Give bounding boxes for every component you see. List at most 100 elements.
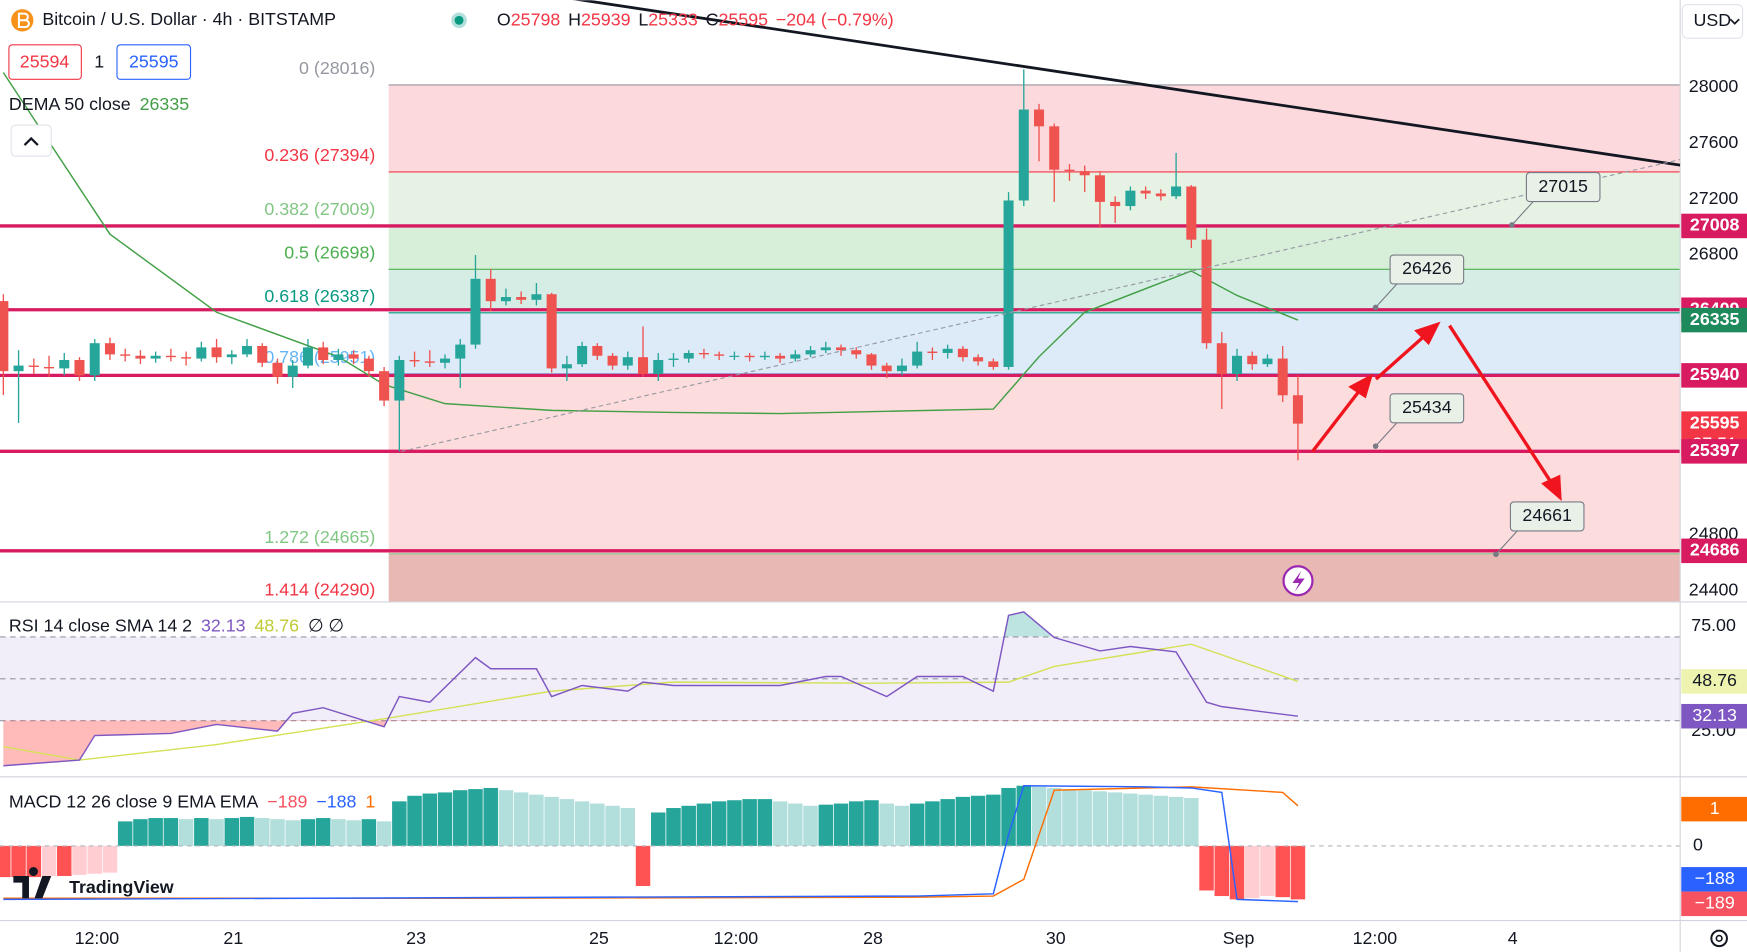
macd-histogram-bar (41, 845, 57, 876)
macd-histogram-bar (1229, 845, 1245, 900)
callout-anchor (1509, 222, 1515, 228)
macd-histogram-bar (620, 808, 636, 846)
candle-body (775, 355, 786, 359)
candle-body (546, 294, 557, 369)
candle-body (348, 354, 359, 359)
dropdown-arrow (1729, 18, 1740, 25)
macd-histogram-bar (1062, 789, 1077, 846)
currency[interactable]: USD (1694, 10, 1732, 30)
macd-histogram-bar (696, 803, 712, 846)
candle-body (120, 354, 131, 356)
macd-histogram-bar (422, 793, 438, 846)
macd-histogram-bar (133, 819, 148, 846)
macd-histogram-bar (376, 821, 392, 846)
macd-histogram-bar (1275, 845, 1290, 898)
fib-label: 0.236 (27394) (264, 145, 375, 165)
macd-histogram-bar (1214, 845, 1230, 897)
dashed-trend-line[interactable] (400, 159, 1681, 453)
macd-histogram-bar (300, 819, 316, 846)
macd-histogram-bar (117, 821, 133, 846)
candle-body (1171, 186, 1182, 197)
candle-body (1201, 239, 1212, 344)
buy-button[interactable] (116, 44, 192, 80)
projection-arrows[interactable] (1311, 321, 1562, 501)
macd-histogram-bar (1092, 791, 1108, 846)
candle-body (1018, 109, 1029, 201)
lightning (1292, 570, 1305, 592)
macd-histogram-bar (194, 818, 209, 846)
candle-body (485, 278, 496, 302)
spread: 1 (94, 51, 104, 71)
candle-body (74, 359, 85, 376)
candle-body (866, 354, 877, 366)
collapse-button[interactable] (10, 124, 52, 157)
candle-body (653, 359, 664, 374)
macd-histogram-bar (574, 801, 590, 846)
time-tick-label: 28 (863, 928, 883, 948)
logo-icon (13, 867, 52, 899)
macd-tag (1681, 867, 1747, 892)
fib-zone (388, 171, 1681, 226)
candle-body (226, 354, 237, 358)
macd-histogram-bar (315, 818, 331, 846)
fib-zone (388, 269, 1681, 313)
arrow[interactable] (1448, 324, 1554, 485)
macd-histogram-bar (331, 819, 346, 846)
macd-histogram-bar (72, 845, 87, 875)
oversold-fill (3, 720, 1298, 766)
macd-histogram-bar (666, 808, 681, 846)
arrow[interactable] (1311, 386, 1363, 453)
callout-anchor (1372, 304, 1379, 311)
ask-price[interactable]: 25595 (129, 51, 179, 71)
fib-label: 0.382 (27009) (264, 199, 375, 219)
candle-body (211, 347, 222, 358)
dema-name: DEMA 50 close (9, 94, 131, 114)
candle-body (379, 371, 390, 401)
candle-body (577, 345, 588, 365)
macd-histogram-bar (1123, 793, 1138, 846)
macd-histogram-bar (392, 801, 407, 846)
candle-body (790, 354, 801, 359)
rsi-tag (1681, 669, 1747, 694)
candle-body (500, 297, 511, 302)
ohlc-key: L (638, 9, 648, 29)
ohlc-value: 25798 (511, 9, 561, 29)
sell-button[interactable] (8, 44, 82, 80)
candle-body (1064, 169, 1075, 172)
currency-menu[interactable] (1681, 4, 1744, 39)
rsi-legend: RSI 14 close SMA 14 2 32.13 48.76 ∅ ∅ (9, 615, 344, 635)
callout-box[interactable] (1509, 501, 1585, 532)
trend-line[interactable] (568, 0, 1681, 167)
bid-price[interactable]: 25594 (20, 51, 70, 71)
fib-zone (388, 84, 1681, 172)
macd-histogram-bar (986, 794, 1001, 846)
fib-zone (388, 553, 1681, 602)
arrow[interactable] (1374, 333, 1428, 381)
candle-body (89, 343, 100, 376)
callout-box[interactable] (1389, 393, 1465, 424)
candle-body (988, 361, 999, 367)
candle-body (424, 361, 435, 363)
macd-histogram-bar (711, 801, 727, 846)
overbought-fill (1004, 611, 1053, 637)
macd-histogram-bar (437, 792, 453, 846)
callout-box[interactable] (1389, 254, 1465, 285)
candle-body (805, 350, 816, 355)
callout-text: 27015 (1538, 176, 1588, 196)
price-tag-label: 25940 (1690, 364, 1740, 384)
candle-body (668, 358, 679, 360)
macd-histogram-bar (788, 803, 803, 846)
macd-histogram-bar (757, 799, 773, 846)
callout-text: 25434 (1402, 397, 1452, 417)
macd-histogram-bar (970, 795, 986, 846)
settings-icon[interactable] (1710, 929, 1728, 948)
candle-body (470, 278, 481, 345)
macd-histogram-bar (0, 845, 11, 878)
candle-body (1232, 355, 1243, 374)
macd-histogram-bar (681, 805, 696, 846)
macd-histogram-bar (529, 794, 544, 846)
callout-text: 24661 (1522, 505, 1572, 525)
candle-body (1155, 193, 1166, 197)
callout-box[interactable] (1525, 172, 1601, 203)
